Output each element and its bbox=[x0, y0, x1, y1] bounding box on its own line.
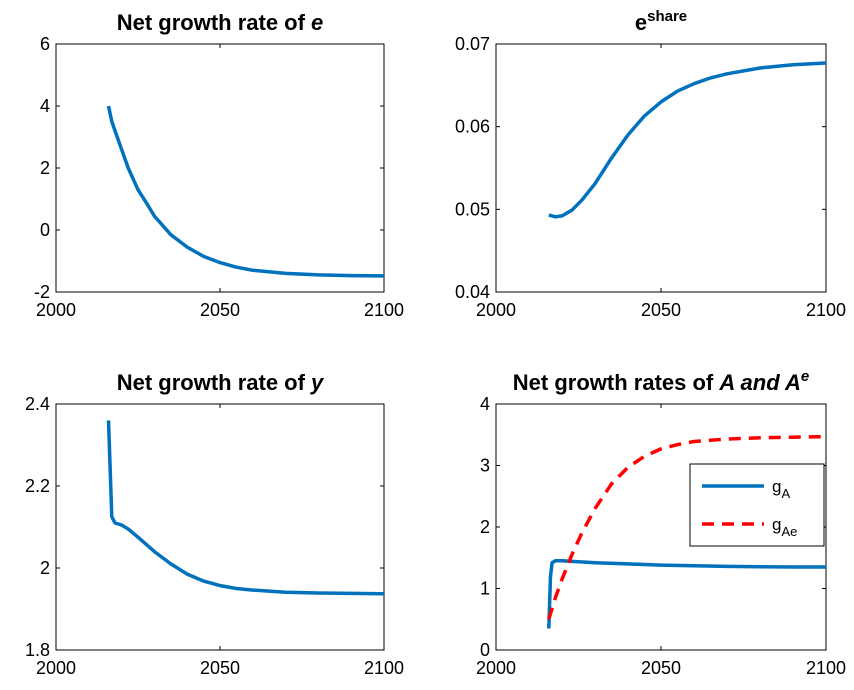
x-tick-label: 2000 bbox=[36, 658, 76, 678]
x-tick-label: 2100 bbox=[806, 658, 846, 678]
y-tick-label: 4 bbox=[40, 96, 50, 116]
axes-box bbox=[55, 403, 385, 651]
series-line-2 bbox=[547, 434, 827, 620]
title-part: e bbox=[801, 368, 809, 385]
subplot-title: Net growth rate of y bbox=[117, 370, 325, 395]
y-tick-label: 2 bbox=[40, 558, 50, 578]
series-line-1 bbox=[548, 61, 827, 219]
title-part: y bbox=[310, 370, 325, 395]
series-line-1 bbox=[106, 420, 385, 596]
x-tick-label: 2050 bbox=[641, 658, 681, 678]
subplot-4: 2000 2050 2100 0 1 2 3 4 Net growth rates of A a… bbox=[476, 368, 846, 678]
subplot-title: Net growth rates of A and Ae bbox=[513, 368, 809, 395]
title-part: Net growth rate of bbox=[117, 10, 311, 35]
y-tick-label: 0.07 bbox=[455, 34, 490, 54]
title-part: e bbox=[635, 10, 647, 35]
y-tick-label: 6 bbox=[40, 34, 50, 54]
y-tick-label: 0.05 bbox=[455, 199, 490, 219]
y-tick-label: 3 bbox=[480, 456, 490, 476]
y-tick-label: 1.8 bbox=[25, 640, 50, 660]
y-tick-label: 2 bbox=[480, 517, 490, 537]
x-tick-label: 2050 bbox=[641, 300, 681, 320]
x-tick-label: 2000 bbox=[476, 658, 516, 678]
legend: gA gAe bbox=[689, 463, 825, 547]
title-part: e bbox=[311, 10, 323, 35]
y-tick-label: 0.04 bbox=[455, 282, 490, 302]
y-tick-label: 2.4 bbox=[25, 394, 50, 414]
title-part: A and A bbox=[718, 370, 800, 395]
series-line-1 bbox=[547, 559, 826, 629]
legend-box bbox=[689, 463, 825, 547]
y-tick-label: 4 bbox=[480, 394, 490, 414]
x-tick-label: 2000 bbox=[36, 300, 76, 320]
y-tick-label: 0.06 bbox=[455, 117, 490, 137]
x-tick-label: 2100 bbox=[364, 658, 404, 678]
subplot-3: 2000 2050 2100 1.8 2 2.2 2.4 Net growth rate of… bbox=[25, 370, 404, 678]
y-tick-label: 0 bbox=[480, 640, 490, 660]
series-line-1 bbox=[106, 105, 385, 278]
title-part: share bbox=[647, 8, 687, 25]
axes-box bbox=[495, 43, 827, 293]
y-tick-label: 1 bbox=[480, 579, 490, 599]
legend-label-2: gAe bbox=[772, 515, 797, 539]
x-tick-label: 2100 bbox=[364, 300, 404, 320]
subplot-title: eshare bbox=[635, 8, 687, 35]
axes-box bbox=[55, 43, 385, 293]
x-tick-label: 2050 bbox=[200, 658, 240, 678]
title-part: Net growth rate of bbox=[117, 370, 311, 395]
y-tick-label: 2 bbox=[40, 158, 50, 178]
legend-label-1: gA bbox=[772, 477, 790, 501]
y-tick-label: 0 bbox=[40, 220, 50, 240]
subplot-1: 2000 2050 2100 -2 0 2 4 6 Net growth rate of e bbox=[34, 10, 404, 320]
y-tick-label: 2.2 bbox=[25, 476, 50, 496]
subplot-title: Net growth rate of e bbox=[117, 10, 324, 35]
subplot-2: 2000 2050 2100 0.04 0.05 0.06 0.07 eshare bbox=[455, 8, 846, 320]
x-tick-label: 2050 bbox=[200, 300, 240, 320]
title-part: Net growth rates of bbox=[513, 370, 720, 395]
x-tick-label: 2000 bbox=[476, 300, 516, 320]
x-tick-label: 2100 bbox=[806, 300, 846, 320]
y-tick-label: -2 bbox=[34, 282, 50, 302]
